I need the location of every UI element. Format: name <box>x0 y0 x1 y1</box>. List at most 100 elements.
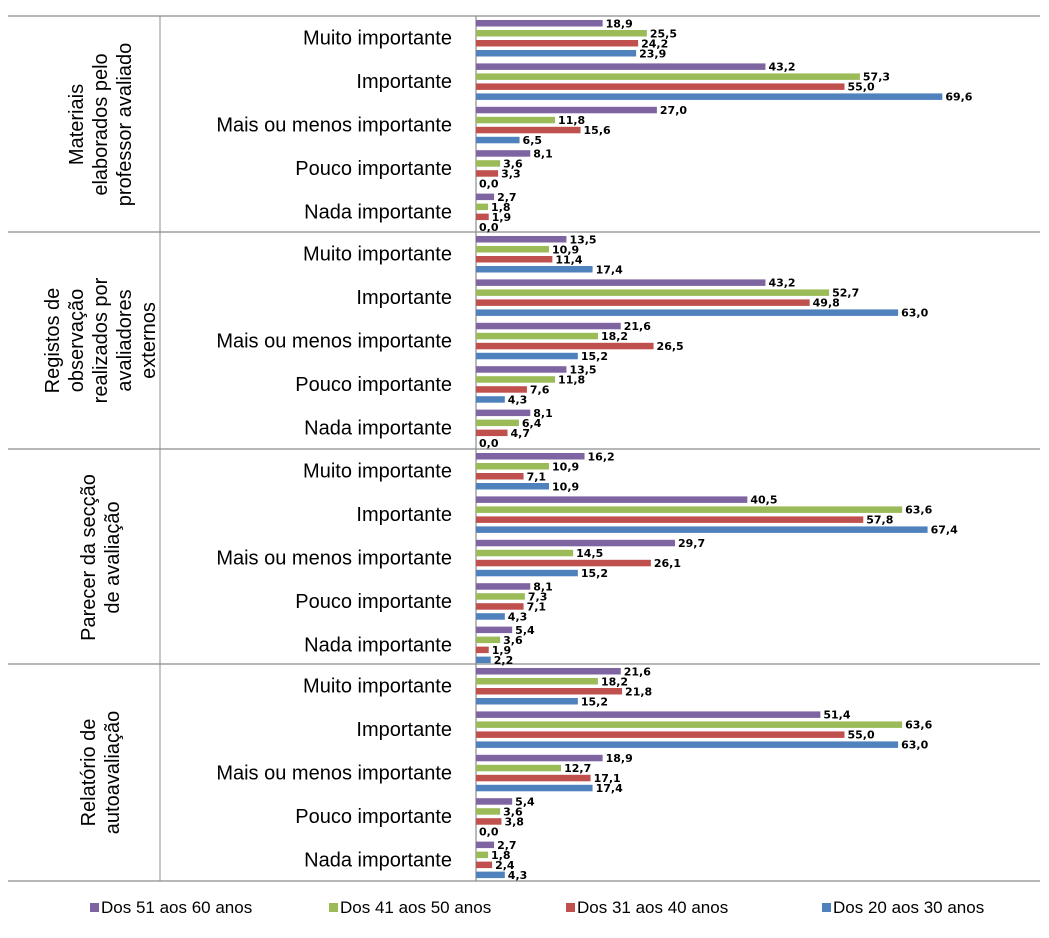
group-label-line: observação <box>66 289 88 392</box>
bar <box>476 106 657 114</box>
data-label: 2,2 <box>494 654 514 667</box>
data-label: 18,9 <box>606 17 633 30</box>
data-label: 11,8 <box>558 114 585 127</box>
data-label: 63,0 <box>901 307 928 320</box>
bar <box>476 721 903 728</box>
bar <box>476 784 593 792</box>
data-label: 15,2 <box>581 695 608 708</box>
data-label: 0,0 <box>479 825 499 838</box>
data-label: 18,9 <box>606 752 633 765</box>
data-label: 13,5 <box>569 233 596 246</box>
bar <box>476 656 491 664</box>
data-label: 2,7 <box>497 191 516 204</box>
data-label: 43,2 <box>768 277 795 290</box>
bar <box>476 741 899 748</box>
data-label: 63,6 <box>905 719 932 732</box>
data-label: 2,4 <box>495 859 515 872</box>
data-label: 40,5 <box>750 494 777 507</box>
group-label-line: Relatório de <box>78 719 100 827</box>
bar <box>476 376 556 383</box>
bar <box>476 170 499 177</box>
bar <box>476 526 928 533</box>
bar <box>476 366 567 373</box>
bar <box>476 279 766 286</box>
data-label: 4,3 <box>508 393 528 406</box>
bar <box>476 871 505 879</box>
bar <box>476 342 654 350</box>
data-label: 5,4 <box>515 795 535 808</box>
category-label: Muito importante <box>303 28 452 50</box>
legend-label: Dos 51 aos 60 anos <box>101 898 252 917</box>
bar <box>476 688 623 695</box>
data-label: 12,7 <box>564 762 591 775</box>
bar <box>476 419 519 427</box>
data-label: 6,4 <box>522 417 542 430</box>
data-label: 18,2 <box>601 675 628 688</box>
category-label: Importante <box>356 504 452 526</box>
bar <box>476 246 550 253</box>
data-label: 8,1 <box>533 580 553 593</box>
bar <box>476 613 505 620</box>
bar <box>476 30 647 37</box>
bar <box>476 40 639 47</box>
data-label: 4,3 <box>508 610 528 623</box>
bar <box>476 506 903 513</box>
group-label-line: avaliadores <box>114 289 136 391</box>
bar <box>476 496 748 503</box>
category-label: Nada importante <box>304 417 452 439</box>
bar <box>476 116 556 124</box>
data-label: 15,6 <box>584 124 611 137</box>
data-label: 10,9 <box>552 460 579 473</box>
legend: Dos 51 aos 60 anos Dos 41 aos 50 anos Dos … <box>90 898 984 917</box>
legend-label: Dos 41 aos 50 anos <box>340 898 491 917</box>
bar <box>476 396 505 403</box>
category-label: Nada importante <box>304 634 452 656</box>
data-label: 55,0 <box>848 729 875 742</box>
bar <box>476 583 531 590</box>
legend-swatch <box>822 903 831 912</box>
bar <box>476 483 550 490</box>
bar <box>476 429 508 437</box>
bar <box>476 236 567 243</box>
bar <box>476 711 821 718</box>
bar <box>476 764 562 772</box>
category-label: Importante <box>356 719 452 741</box>
group-label-line: Materiais <box>66 84 88 165</box>
bar <box>476 539 675 547</box>
data-label: 10,9 <box>552 480 579 493</box>
data-label: 57,3 <box>863 71 890 84</box>
data-label: 3,8 <box>504 815 523 828</box>
group-label: Relatório de autoavaliação <box>78 711 124 834</box>
data-label: 21,8 <box>625 685 652 698</box>
category-label: Pouco importante <box>295 591 452 613</box>
bar <box>476 150 531 157</box>
group-label: Parecer da secção de avaliação <box>78 474 124 641</box>
bar <box>476 50 637 57</box>
bar <box>476 193 495 201</box>
bar <box>476 603 524 610</box>
data-label: 8,1 <box>533 147 553 160</box>
bar <box>476 646 489 654</box>
data-label: 1,9 <box>492 211 512 224</box>
category-label: Pouco importante <box>295 158 452 180</box>
legend-swatch <box>329 903 338 912</box>
category-label: Muito importante <box>303 461 452 483</box>
bar <box>476 453 585 460</box>
data-label: 57,8 <box>866 514 893 527</box>
category-label: Importante <box>356 71 452 93</box>
data-label: 13,5 <box>569 363 596 376</box>
data-label: 17,1 <box>594 772 621 785</box>
bar <box>476 754 603 762</box>
data-label: 49,8 <box>813 297 840 310</box>
data-label: 0,0 <box>479 221 499 234</box>
bar <box>476 861 493 869</box>
bar <box>476 473 524 480</box>
bar <box>476 256 553 263</box>
group-label-line: Registos de <box>42 288 64 394</box>
bar <box>476 213 489 221</box>
data-label: 1,9 <box>492 644 512 657</box>
data-label: 3,6 <box>503 805 523 818</box>
legend-label: Dos 20 aos 30 anos <box>833 898 984 917</box>
bar <box>476 841 495 849</box>
